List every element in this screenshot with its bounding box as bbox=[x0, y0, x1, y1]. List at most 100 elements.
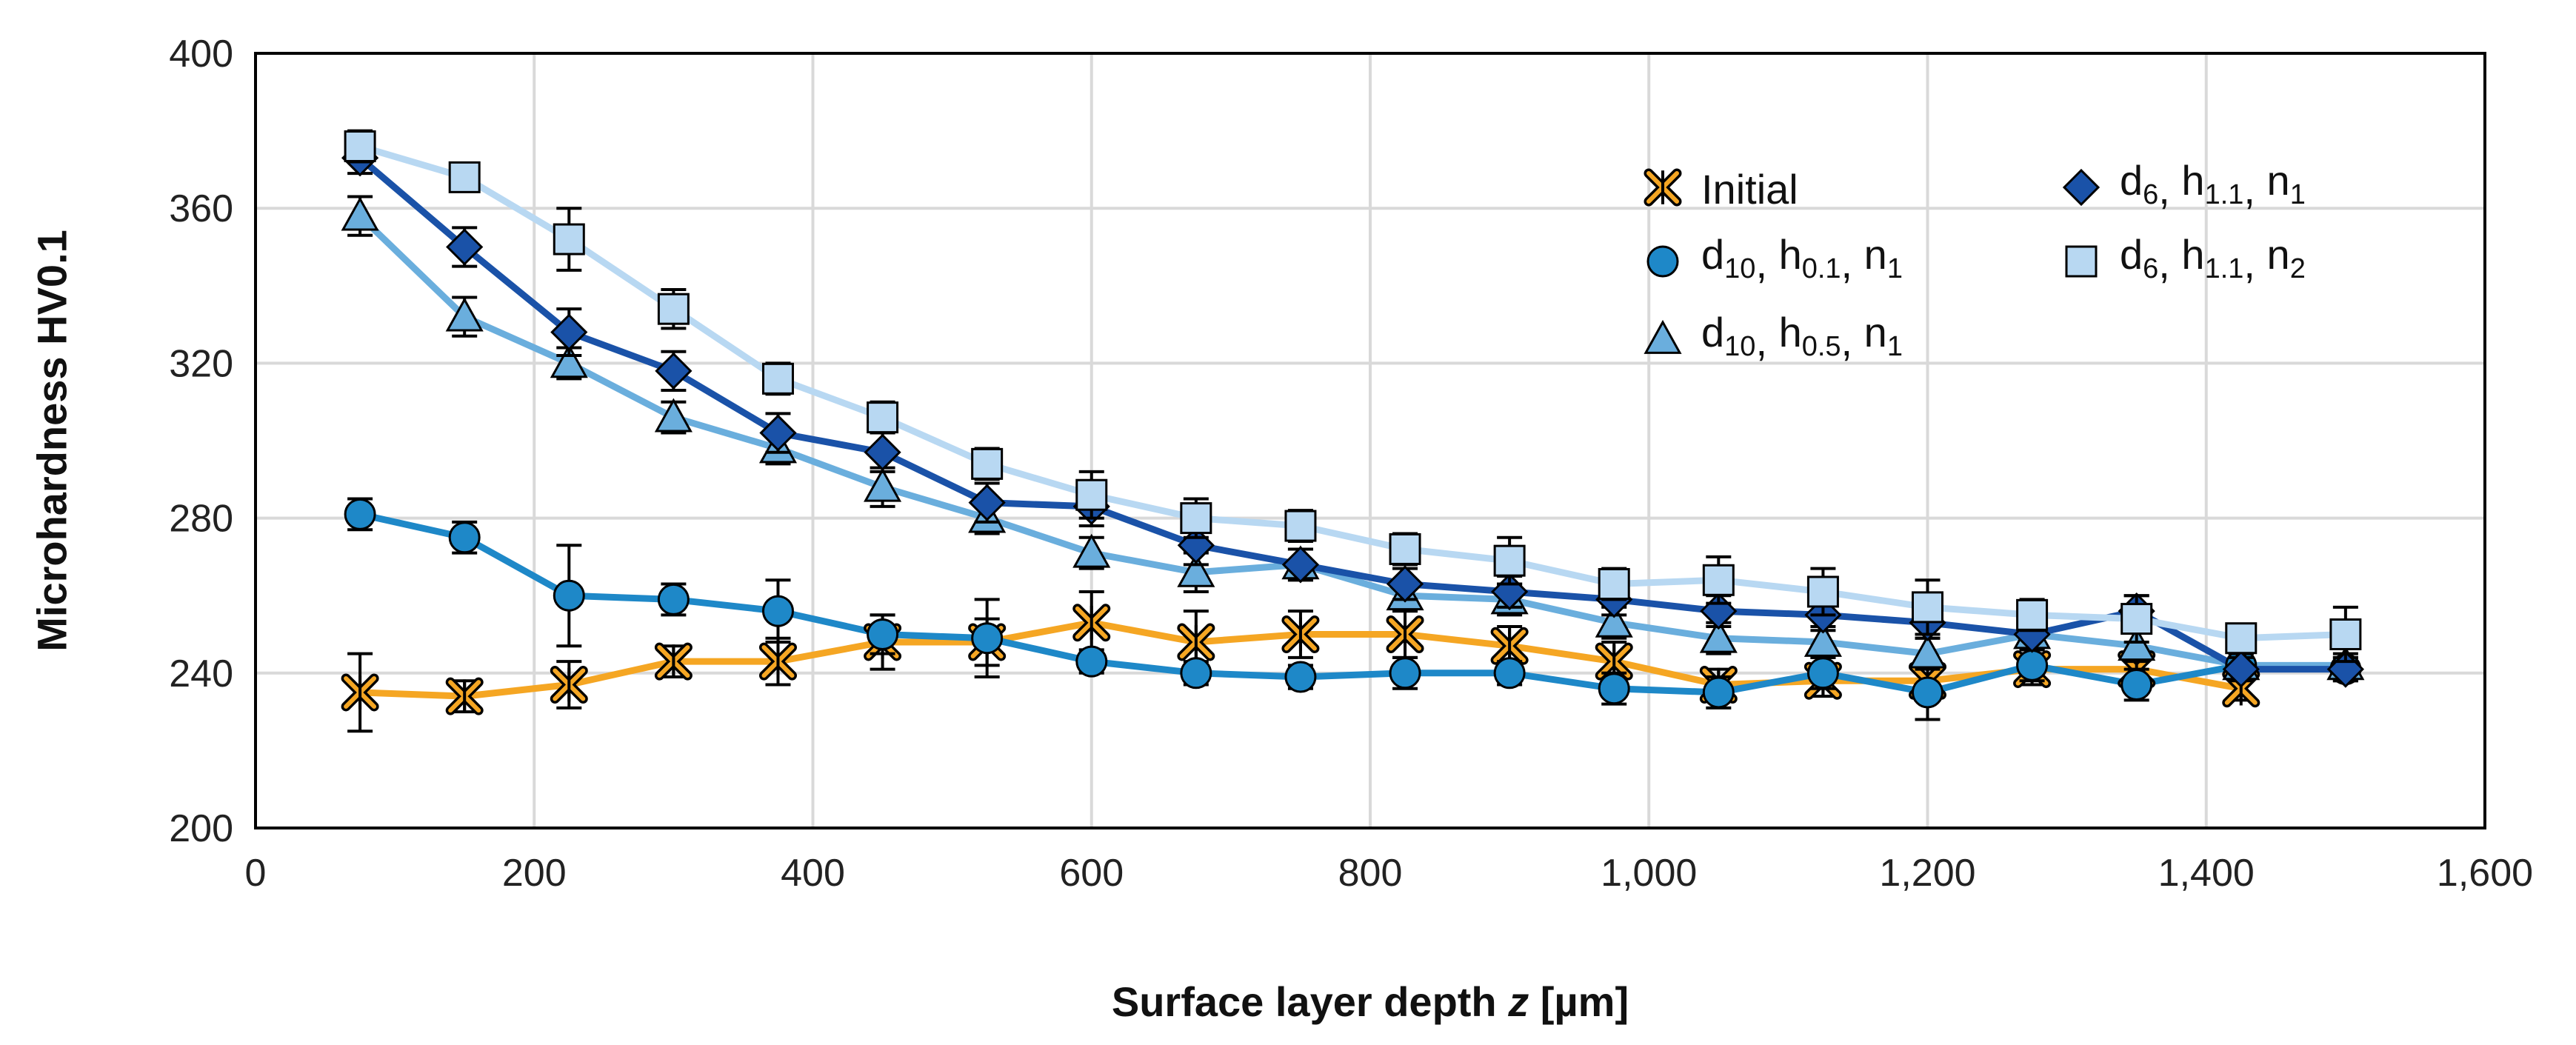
legend-separator: , bbox=[1755, 318, 1778, 364]
data-point bbox=[1072, 604, 1111, 642]
marker-shape bbox=[971, 447, 1004, 480]
data-point bbox=[1595, 603, 1633, 638]
data-point bbox=[1177, 552, 1215, 587]
marker-shape bbox=[971, 622, 1004, 655]
marker-shape bbox=[1699, 618, 1738, 653]
data-point bbox=[867, 401, 899, 434]
legend-label: d6, h1.1, n1 bbox=[2120, 157, 2306, 213]
legend-separator: , bbox=[1841, 318, 1864, 364]
x-tick-label: 1,000 bbox=[1601, 852, 1697, 895]
data-point bbox=[344, 130, 376, 163]
marker-shape bbox=[864, 433, 901, 471]
marker-shape bbox=[655, 352, 693, 390]
series-line-d10_h05_n1 bbox=[357, 213, 2346, 669]
data-point bbox=[1912, 591, 1943, 624]
marker-shape bbox=[448, 521, 481, 554]
x-tick-label: 1,600 bbox=[2437, 852, 2533, 895]
data-point bbox=[1493, 657, 1526, 690]
marker-shape bbox=[2225, 622, 2258, 655]
x-axis-title: Surface layer depth z [µm] bbox=[1112, 978, 1629, 1025]
data-point bbox=[1598, 568, 1630, 601]
data-point bbox=[761, 595, 794, 627]
data-point bbox=[553, 223, 585, 256]
marker-shape bbox=[1180, 657, 1212, 690]
data-point bbox=[2120, 668, 2153, 701]
marker-shape bbox=[654, 398, 693, 433]
y-axis-title: Microhardness HV0.1 bbox=[29, 230, 76, 652]
data-point bbox=[655, 352, 693, 390]
legend-separator: , bbox=[2158, 240, 2181, 287]
legend-label: Initial bbox=[1701, 166, 1798, 213]
marker-shape bbox=[1177, 552, 1215, 587]
x-tick-label: 200 bbox=[502, 852, 567, 895]
marker-shape bbox=[657, 293, 690, 325]
marker-shape bbox=[1284, 661, 1317, 693]
marker-shape bbox=[1284, 510, 1317, 542]
data-point bbox=[758, 642, 797, 681]
marker-shape bbox=[550, 344, 588, 378]
circle-marker bbox=[1646, 245, 1679, 278]
axis-ticks: 0 200 400 600 800 1,000 1,200 1,400 1,6002002402… bbox=[169, 33, 2533, 895]
data-point bbox=[1702, 564, 1735, 596]
data-point bbox=[864, 433, 901, 471]
y-tick-label: 320 bbox=[169, 342, 233, 385]
x-star-marker bbox=[1644, 168, 1682, 207]
data-point bbox=[1177, 623, 1215, 661]
marker-shape bbox=[1180, 502, 1212, 535]
data-point bbox=[1493, 544, 1526, 577]
legend-entry-d6_h11_n2: d6, h1.1, n2 bbox=[2065, 231, 2306, 287]
legend-subscript: 10 bbox=[1724, 253, 1755, 284]
marker-shape bbox=[2329, 618, 2362, 650]
data-point bbox=[2016, 649, 2049, 681]
data-point bbox=[2222, 650, 2260, 688]
legend-separator: , bbox=[1755, 240, 1778, 287]
legend-subscript: 10 bbox=[1724, 331, 1755, 362]
marker-shape bbox=[867, 401, 899, 434]
legend-separator: , bbox=[2243, 166, 2266, 213]
data-point bbox=[1702, 676, 1735, 709]
data-point bbox=[864, 467, 902, 502]
legend-subscript: 1 bbox=[1887, 331, 1903, 362]
legend-symbol: n bbox=[2267, 231, 2290, 278]
data-point bbox=[550, 665, 588, 704]
y-tick-label: 360 bbox=[169, 187, 233, 230]
marker-shape bbox=[341, 196, 379, 231]
marker-shape bbox=[1493, 657, 1526, 690]
data-point bbox=[968, 484, 1006, 521]
marker-shape bbox=[1598, 568, 1630, 601]
legend-subscript: 1.1 bbox=[2205, 253, 2244, 284]
marker-shape bbox=[1912, 591, 1943, 624]
legend-label: d6, h1.1, n2 bbox=[2120, 231, 2306, 287]
data-point bbox=[448, 521, 481, 554]
marker-shape bbox=[1644, 319, 1682, 354]
y-tick-label: 280 bbox=[169, 498, 233, 541]
data-point bbox=[1180, 502, 1212, 535]
marker-shape bbox=[2062, 168, 2100, 207]
data-point bbox=[2118, 627, 2156, 661]
data-point bbox=[1386, 615, 1424, 653]
legend-symbol: d bbox=[1701, 231, 1724, 278]
x-tick-label: 1,400 bbox=[2158, 852, 2255, 895]
data-point bbox=[1281, 546, 1320, 584]
legend-subscript: 1.1 bbox=[2205, 179, 2244, 210]
data-point bbox=[2225, 622, 2258, 655]
marker-shape bbox=[344, 130, 376, 163]
data-point bbox=[1389, 532, 1421, 565]
marker-shape bbox=[344, 498, 376, 530]
marker-shape bbox=[968, 484, 1006, 521]
data-point bbox=[1389, 657, 1421, 690]
marker-shape bbox=[864, 467, 902, 502]
marker-shape bbox=[445, 297, 484, 332]
marker-shape bbox=[2120, 603, 2153, 635]
data-point bbox=[657, 583, 690, 615]
legend-symbol: d bbox=[1701, 309, 1724, 355]
marker-shape bbox=[657, 583, 690, 615]
data-point bbox=[654, 642, 693, 681]
x-tick-label: 600 bbox=[1059, 852, 1124, 895]
data-point bbox=[1490, 627, 1529, 665]
data-point bbox=[1075, 478, 1108, 511]
legend-subscript: 0.5 bbox=[1802, 331, 1841, 362]
series-points-d6_h11_n2 bbox=[344, 129, 2362, 664]
marker-shape bbox=[1646, 245, 1679, 278]
